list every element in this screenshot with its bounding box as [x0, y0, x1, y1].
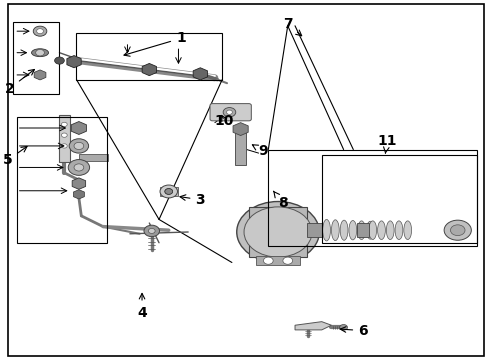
Bar — [249, 207, 307, 257]
Text: 6: 6 — [341, 324, 368, 338]
Circle shape — [74, 142, 84, 149]
Text: 4: 4 — [137, 293, 147, 320]
Circle shape — [69, 139, 89, 153]
Circle shape — [160, 185, 177, 198]
Ellipse shape — [367, 221, 374, 239]
Ellipse shape — [358, 221, 366, 239]
Circle shape — [223, 108, 236, 117]
Bar — [269, 149, 477, 246]
Circle shape — [264, 257, 273, 264]
Bar — [256, 256, 300, 265]
Polygon shape — [67, 55, 81, 68]
Circle shape — [226, 110, 232, 114]
FancyBboxPatch shape — [210, 104, 251, 121]
Polygon shape — [72, 122, 86, 134]
Circle shape — [165, 189, 172, 194]
Bar — [235, 131, 246, 165]
Bar — [59, 116, 70, 162]
Ellipse shape — [369, 221, 377, 239]
Ellipse shape — [378, 221, 385, 239]
Circle shape — [36, 49, 45, 56]
Ellipse shape — [386, 221, 394, 239]
Circle shape — [61, 133, 67, 137]
Text: 1: 1 — [124, 31, 186, 56]
Ellipse shape — [331, 220, 339, 240]
Polygon shape — [34, 70, 46, 80]
Ellipse shape — [404, 221, 412, 239]
Bar — [17, 117, 107, 243]
Circle shape — [246, 209, 310, 255]
Circle shape — [61, 122, 67, 127]
Circle shape — [37, 29, 44, 34]
Circle shape — [61, 144, 67, 148]
Bar — [160, 187, 178, 196]
Circle shape — [165, 189, 172, 194]
Circle shape — [244, 207, 312, 257]
Polygon shape — [72, 178, 86, 189]
Circle shape — [444, 220, 471, 240]
Text: 7: 7 — [283, 17, 302, 36]
Ellipse shape — [340, 220, 348, 240]
Ellipse shape — [395, 221, 403, 239]
Text: 8: 8 — [273, 191, 288, 210]
Circle shape — [144, 225, 160, 237]
Text: 11: 11 — [378, 134, 397, 153]
Polygon shape — [142, 63, 156, 76]
Circle shape — [148, 228, 155, 233]
Circle shape — [33, 26, 47, 36]
Circle shape — [450, 225, 465, 235]
Text: 2: 2 — [4, 69, 34, 95]
Circle shape — [54, 57, 64, 64]
Bar — [76, 33, 222, 80]
Text: 5: 5 — [2, 147, 27, 167]
Circle shape — [68, 159, 90, 175]
Circle shape — [237, 202, 319, 262]
Circle shape — [74, 164, 84, 171]
Bar — [307, 223, 322, 237]
Bar — [357, 223, 369, 237]
Bar — [79, 154, 108, 161]
Text: 3: 3 — [180, 193, 205, 207]
Polygon shape — [295, 321, 331, 330]
Ellipse shape — [349, 221, 357, 240]
Text: 10: 10 — [215, 114, 234, 128]
Bar — [13, 22, 59, 94]
Polygon shape — [233, 123, 248, 135]
Bar — [322, 155, 477, 243]
Text: 9: 9 — [252, 144, 268, 158]
Circle shape — [283, 257, 293, 264]
Polygon shape — [193, 68, 207, 80]
Polygon shape — [74, 190, 84, 199]
Ellipse shape — [323, 220, 330, 241]
Ellipse shape — [31, 49, 49, 57]
Circle shape — [340, 324, 347, 330]
